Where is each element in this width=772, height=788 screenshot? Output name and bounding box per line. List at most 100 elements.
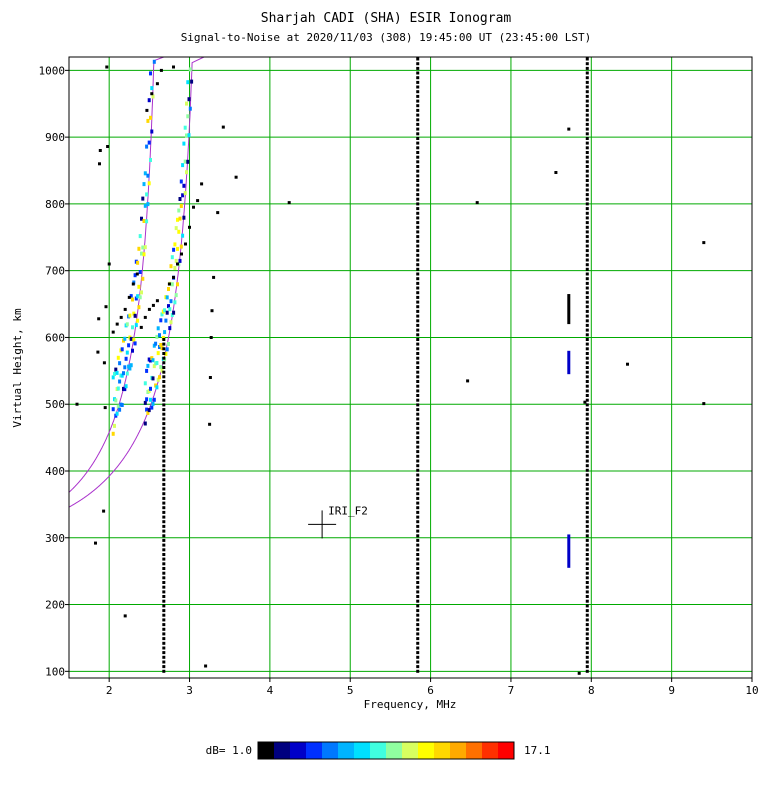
interference-dot: [162, 534, 166, 538]
noise-point: [97, 317, 101, 321]
echo-pixel: [158, 375, 161, 380]
interference-dot: [416, 160, 420, 164]
interference-dot: [416, 272, 420, 276]
interference-dot: [585, 80, 589, 84]
echo-pixel: [177, 208, 181, 213]
echo-pixel: [146, 410, 150, 415]
interference-dot: [585, 585, 589, 589]
echo-pixel: [140, 290, 143, 295]
echo-pixel: [169, 264, 173, 269]
interference-dot: [162, 529, 166, 533]
interference-dot: [585, 618, 589, 622]
noise-point: [567, 127, 571, 131]
echo-pixel: [115, 411, 119, 416]
interference-dot: [585, 646, 589, 650]
interference-dot: [585, 637, 589, 641]
noise-point: [150, 92, 154, 96]
interference-dot: [585, 422, 589, 426]
interference-dot: [416, 389, 420, 393]
interference-dot: [585, 548, 589, 552]
noise-point: [104, 305, 108, 309]
interference-dot: [416, 604, 420, 608]
echo-pixel: [151, 94, 155, 99]
interference-dot: [416, 333, 420, 337]
interference-dot: [416, 478, 420, 482]
interference-dot: [416, 482, 420, 486]
interference-dot: [162, 338, 166, 341]
echo-pixel: [143, 203, 147, 208]
interference-dot: [416, 380, 420, 383]
interference-dot: [162, 450, 166, 454]
chart-subtitle: Signal-to-Noise at 2020/11/03 (308) 19:4…: [181, 31, 592, 44]
interference-dot: [416, 207, 420, 211]
noise-point: [583, 400, 587, 404]
echo-pixel: [118, 379, 122, 384]
y-tick-label: 1000: [39, 64, 66, 77]
echo-pixel: [178, 197, 182, 201]
noise-point: [155, 299, 159, 303]
echo-pixel: [143, 421, 147, 426]
echo-pixel: [133, 273, 137, 278]
noise-point: [75, 402, 79, 406]
noise-point: [702, 241, 706, 245]
interference-dot: [585, 216, 589, 220]
interference-dot: [416, 431, 420, 435]
echo-pixel: [164, 318, 168, 323]
interference-dot: [416, 141, 420, 145]
interference-dot: [162, 501, 166, 505]
interference-dot: [585, 604, 589, 608]
interference-dot: [162, 487, 166, 491]
interference-dot: [585, 258, 589, 262]
interference-dot: [416, 193, 420, 197]
interference-dot: [416, 641, 420, 645]
colorbar-swatch: [450, 742, 466, 759]
interference-dot: [585, 609, 589, 613]
interference-dot: [585, 300, 589, 304]
x-tick-label: 8: [588, 684, 595, 697]
noise-point: [155, 82, 159, 86]
interference-dot: [162, 403, 166, 407]
interference-dot: [416, 581, 420, 584]
interference-dot: [416, 291, 420, 295]
interference-dot: [416, 361, 420, 365]
interference-dot: [416, 398, 420, 402]
echo-pixel: [155, 334, 159, 339]
interference-dot: [585, 562, 589, 566]
echo-pixel: [142, 182, 146, 187]
echo-pixel: [176, 282, 179, 287]
echo-pixel: [183, 125, 187, 130]
interference-dot: [585, 137, 589, 140]
echo-pixel: [111, 431, 115, 436]
interference-dot: [416, 221, 420, 225]
interference-dot: [585, 267, 589, 271]
interference-dot: [585, 146, 589, 150]
echo-pixel: [151, 358, 155, 363]
echo-pixel: [161, 335, 165, 340]
interference-dot: [585, 323, 589, 327]
echo-pixel: [116, 404, 120, 409]
interference-dot: [416, 216, 420, 220]
interference-dot: [585, 454, 589, 458]
colorbar-swatch: [434, 742, 450, 759]
echo-pixel: [143, 171, 147, 176]
interference-dot: [585, 482, 589, 486]
interference-dot: [585, 132, 589, 136]
interference-dot: [585, 151, 589, 154]
interference-dot: [162, 590, 166, 594]
interference-dot: [416, 104, 420, 108]
interference-dot: [416, 562, 420, 566]
noise-point: [192, 205, 195, 209]
noise-point: [208, 376, 212, 379]
interference-dot: [585, 436, 589, 440]
interference-dot: [585, 384, 589, 388]
echo-pixel: [138, 234, 142, 239]
noise-point: [107, 262, 111, 266]
echo-pixel: [136, 318, 140, 323]
interference-dot: [162, 398, 166, 402]
interference-dot: [416, 585, 420, 589]
interference-dot: [162, 538, 166, 542]
noise-point: [180, 252, 183, 256]
echo-pixel: [146, 363, 150, 368]
echo-pixel: [165, 295, 169, 300]
interference-dot: [162, 436, 166, 440]
